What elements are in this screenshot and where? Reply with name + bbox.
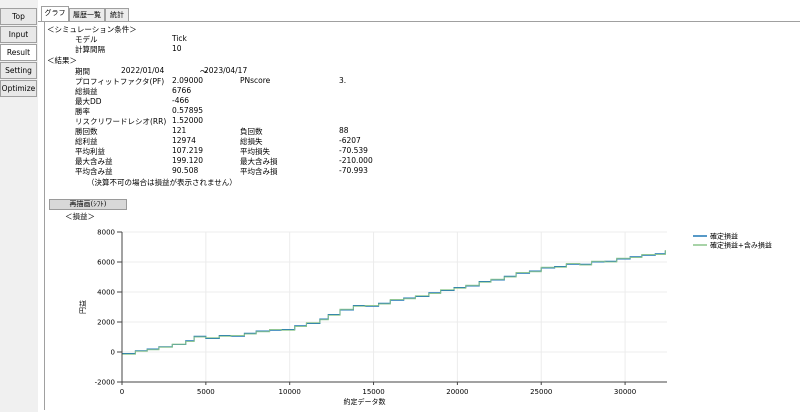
- max-unrealized-loss-value: -210.000: [339, 156, 373, 165]
- avg-unrealized-loss-label: 平均含み損: [240, 167, 278, 176]
- y-tick-label: 8000: [97, 229, 115, 237]
- wins-value: 121: [172, 126, 187, 135]
- losses-label: 負回数: [240, 127, 263, 136]
- avg-profit-value: 107.219: [172, 146, 204, 155]
- series-line-1: [122, 250, 666, 355]
- avg-loss-value: -70.539: [339, 146, 368, 155]
- x-tick-label: 0: [120, 388, 124, 396]
- series-line-2: [122, 250, 666, 355]
- y-axis-label: 円益: [78, 300, 87, 314]
- x-tick-label: 30000: [614, 388, 636, 396]
- losses-value: 88: [339, 126, 349, 135]
- nav-optimize-button[interactable]: Optimize: [0, 80, 37, 97]
- main-pane: グラフ 履歴一覧 統計 ＜シミュレーション条件＞ モデル Tick 計算間隔 1…: [38, 0, 800, 412]
- y-tick-label: 6000: [97, 259, 115, 267]
- avg-unrealized-loss-value: -70.993: [339, 166, 368, 175]
- win-rate-label: 勝率: [75, 107, 90, 116]
- avg-unrealized-profit-value: 90.508: [172, 166, 199, 175]
- y-tick-label: 0: [111, 349, 115, 357]
- x-axis-label: 約定データ数: [344, 397, 386, 406]
- tab-stats[interactable]: 統計: [105, 8, 129, 22]
- graph-tab-content: ＜シミュレーション条件＞ モデル Tick 計算間隔 10 ＜結果＞ 期間 20…: [44, 22, 797, 410]
- max-dd-label: 最大DD: [75, 97, 102, 106]
- nav-top-button[interactable]: Top: [0, 8, 37, 25]
- wins-label: 勝回数: [75, 127, 98, 136]
- gross-profit-value: 12974: [172, 136, 196, 145]
- results-header: ＜結果＞: [47, 56, 77, 65]
- rr-value: 1.52000: [172, 116, 204, 125]
- x-tick-label: 5000: [197, 388, 215, 396]
- rr-label: リスクリワードレシオ(RR): [75, 117, 167, 126]
- model-value: Tick: [172, 34, 187, 43]
- gross-profit-label: 総利益: [75, 137, 98, 146]
- y-tick-label: 4000: [97, 289, 115, 297]
- avg-unrealized-profit-label: 平均含み益: [75, 167, 113, 176]
- win-rate-value: 0.57895: [172, 106, 204, 115]
- pf-value: 2.09000: [172, 76, 204, 85]
- nav-input-button[interactable]: Input: [0, 26, 37, 43]
- tab-graph[interactable]: グラフ: [41, 6, 69, 22]
- sim-header: ＜シミュレーション条件＞: [47, 25, 137, 34]
- total-pl-value: 6766: [172, 86, 192, 95]
- pnscore-label: PNscore: [240, 76, 271, 85]
- graph-header: ＜損益＞: [65, 212, 95, 221]
- period-start: 2022/01/04: [121, 66, 165, 75]
- x-tick-label: 25000: [530, 388, 552, 396]
- pl-chart: -2000 0 2000 4000 6000 8000 0 5000 10000 15000 200…: [78, 229, 772, 407]
- y-tick-label: 2000: [97, 319, 115, 327]
- note-text: （決算不可の場合は損益が表示されません）: [87, 178, 237, 187]
- nav-result-button[interactable]: Result: [0, 44, 37, 61]
- avg-loss-label: 平均損失: [240, 147, 270, 156]
- period-label: 期間: [75, 67, 90, 76]
- period-separator: ～: [200, 67, 208, 76]
- redraw-button[interactable]: 再描画(ｼﾌﾄ): [49, 199, 127, 210]
- total-pl-label: 総損益: [75, 87, 98, 96]
- x-tick-label: 20000: [446, 388, 468, 396]
- tab-divider: [38, 21, 800, 22]
- left-nav: Top Input Result Setting Optimize: [0, 0, 39, 412]
- legend-label-1: 確定損益: [710, 232, 738, 241]
- gross-loss-label: 総損失: [240, 137, 263, 146]
- max-dd-value: -466: [172, 96, 190, 105]
- gross-loss-value: -6207: [339, 136, 361, 145]
- pnscore-value: 3.: [339, 76, 347, 85]
- period-end: 2023/04/17: [204, 66, 248, 75]
- avg-profit-label: 平均利益: [75, 147, 105, 156]
- interval-label: 計算間隔: [75, 45, 105, 54]
- y-tick-label: -2000: [95, 379, 115, 387]
- max-unrealized-profit-label: 最大含み益: [75, 157, 113, 166]
- x-tick-label: 10000: [279, 388, 301, 396]
- x-tick-label: 15000: [362, 388, 384, 396]
- interval-value: 10: [172, 44, 182, 53]
- legend-label-2: 確定損益+含み損益: [710, 241, 772, 250]
- tab-history[interactable]: 履歴一覧: [69, 8, 105, 22]
- max-unrealized-loss-label: 最大含み損: [240, 157, 278, 166]
- nav-setting-button[interactable]: Setting: [0, 62, 37, 79]
- model-label: モデル: [75, 35, 98, 44]
- max-unrealized-profit-value: 199.120: [172, 156, 204, 165]
- pf-label: プロフィットファクタ(PF): [75, 77, 165, 86]
